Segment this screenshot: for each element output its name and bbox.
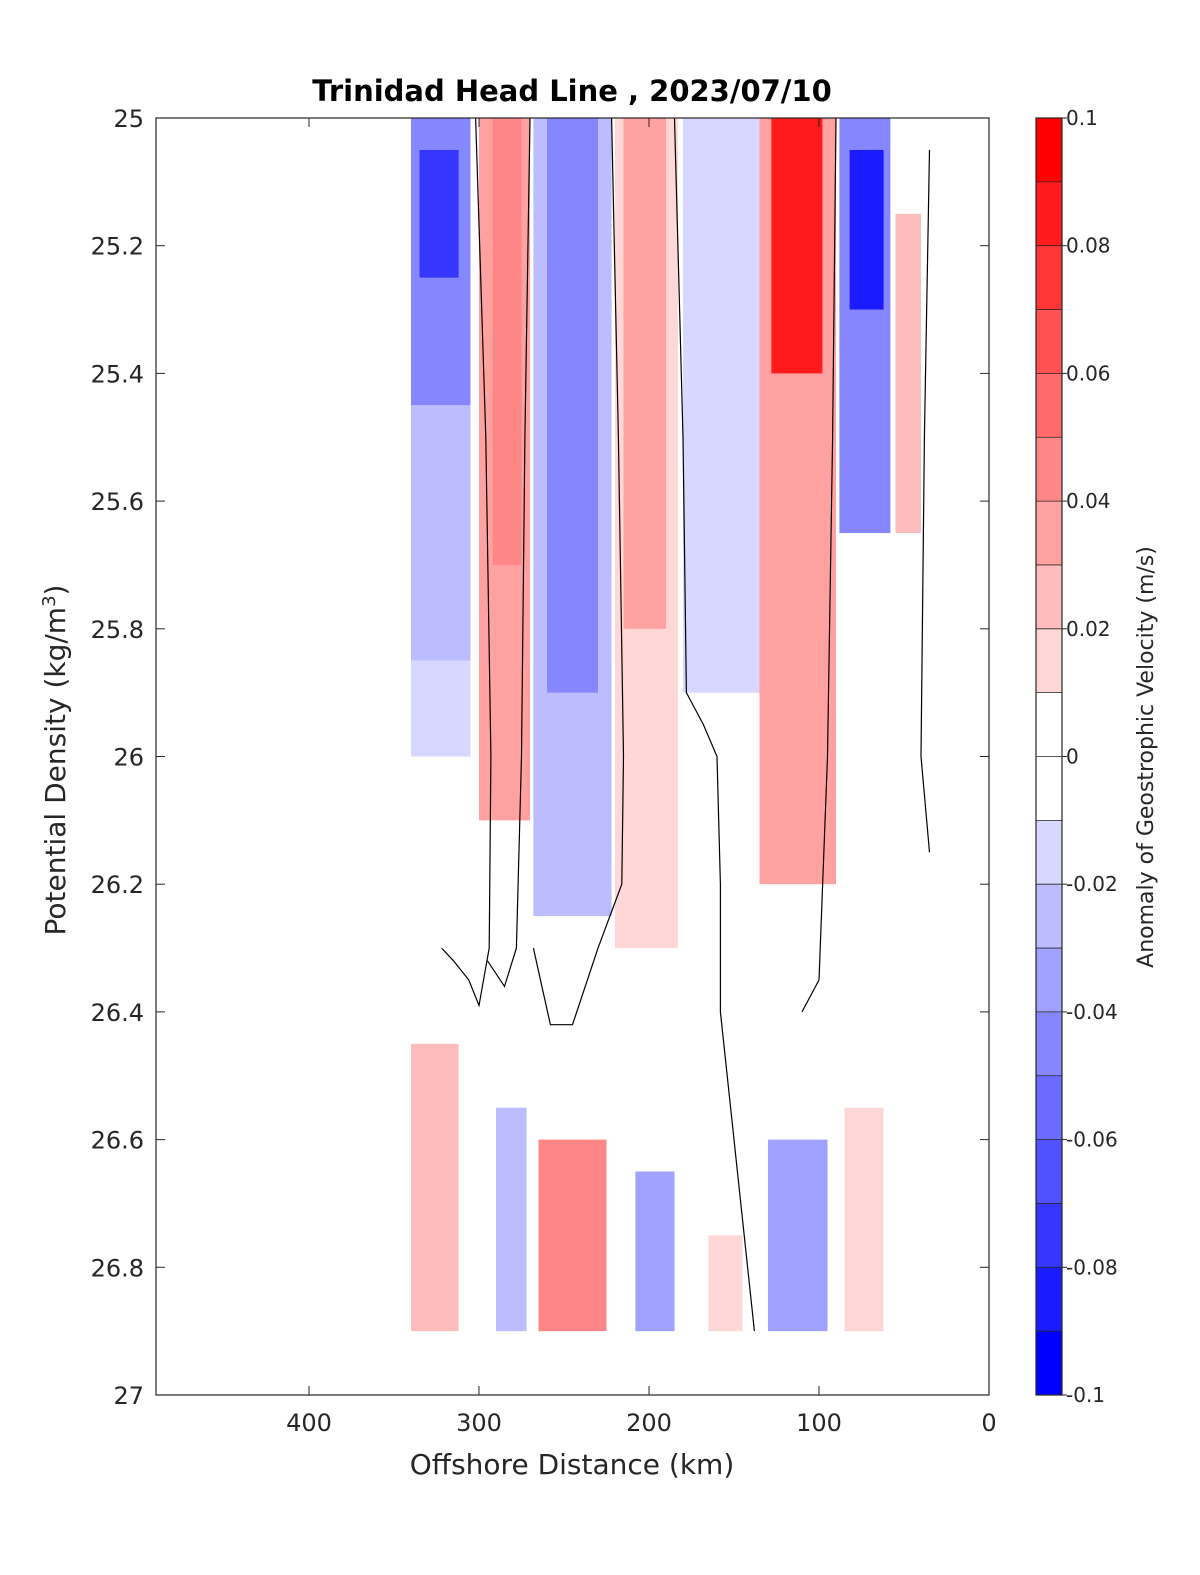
y-axis-label-main: Potential Density (kg/m	[39, 607, 72, 936]
zero-contour-4	[801, 117, 837, 1013]
colorbar-block-8	[1036, 820, 1062, 885]
colorbar-block-10	[1036, 692, 1062, 757]
colorbar-tick-label-2: 0.06	[1066, 361, 1111, 385]
x-axis: 400 300 200 100 0	[286, 118, 997, 1437]
contour-cell-22	[844, 1107, 884, 1332]
colorbar-block-19	[1036, 118, 1062, 182]
y-tick-label-3: 25.6	[91, 488, 144, 516]
y-tick-label-5: 26	[113, 744, 144, 772]
colorbar-tick-label-3: 0.04	[1066, 489, 1111, 513]
contour-cell-2	[411, 660, 471, 757]
y-tick-label-10: 27	[113, 1382, 144, 1410]
colorbar-block-11	[1036, 628, 1062, 693]
colorbar-block-4	[1036, 1075, 1062, 1140]
contour-cell-20	[708, 1235, 743, 1332]
contour-cell-17	[496, 1107, 527, 1332]
contour-cell-3	[419, 149, 459, 278]
colorbar-block-13	[1036, 501, 1062, 565]
zero-contour-1	[487, 117, 531, 988]
contour-cell-1	[411, 405, 471, 661]
colorbar-block-2	[1036, 1203, 1062, 1268]
colorbar-tick-label-5: 0	[1066, 745, 1079, 769]
colorbar-tick-label-7: -0.04	[1066, 1000, 1118, 1024]
colorbar-block-3	[1036, 1139, 1062, 1204]
zero-contour-3	[673, 117, 755, 1332]
plot-area: 400 300 200 100 0 25 25.2 25.4 25.6 25.8 26 26.2 26…	[91, 105, 997, 1437]
contour-cell-19	[635, 1171, 675, 1332]
y-tick-label-1: 25.2	[91, 233, 144, 261]
colorbar-block-5	[1036, 1011, 1062, 1076]
y-tick-label-2: 25.4	[91, 360, 144, 388]
y-tick-label-0: 25	[113, 105, 144, 133]
colorbar-tick-label-0: 0.1	[1066, 106, 1098, 130]
zero-contour-5	[920, 149, 931, 853]
contour-cell-12	[771, 118, 823, 374]
zero-contour-2	[532, 117, 625, 1026]
colorbar-tick-label-6: -0.02	[1066, 872, 1118, 896]
colorbar-label: Anomaly of Geostrophic Velocity (m/s)	[1134, 546, 1159, 968]
y-tick-label-4: 25.8	[91, 616, 144, 644]
colorbar-tick-label-4: 0.02	[1066, 617, 1111, 641]
colorbar-tick-label-1: 0.08	[1066, 234, 1111, 258]
contour-cell-21	[768, 1139, 828, 1332]
zero-contour-lines	[441, 117, 931, 1332]
colorbar-block-6	[1036, 948, 1062, 1012]
colorbar-block-1	[1036, 1267, 1062, 1332]
contour-fill-layer	[411, 118, 921, 1332]
y-tick-label-8: 26.6	[91, 1127, 144, 1155]
y-axis-label-close: )	[39, 585, 72, 596]
contour-cell-9	[623, 118, 666, 629]
y-axis: 25 25.2 25.4 25.6 25.8 26 26.2 26.4 26.6 26.8 27	[91, 105, 989, 1410]
contour-cell-16	[411, 1043, 459, 1332]
colorbar-block-9	[1036, 756, 1062, 821]
x-tick-label-100: 100	[796, 1409, 842, 1437]
y-tick-label-6: 26.2	[91, 871, 144, 899]
colorbar-block-14	[1036, 437, 1062, 502]
x-tick-label-300: 300	[456, 1409, 502, 1437]
x-tick-label-0: 0	[981, 1409, 996, 1437]
colorbar-block-15	[1036, 373, 1062, 438]
contour-cell-5	[492, 118, 522, 565]
x-tick-label-400: 400	[286, 1409, 332, 1437]
zero-contour-0	[441, 117, 492, 1008]
colorbar-block-12	[1036, 564, 1062, 629]
colorbar-block-18	[1036, 181, 1062, 246]
colorbar-tick-label-9: -0.08	[1066, 1255, 1118, 1279]
contour-cell-14	[849, 149, 884, 310]
colorbar-block-17	[1036, 245, 1062, 310]
x-tick-label-200: 200	[626, 1409, 672, 1437]
colorbar-block-0	[1036, 1331, 1062, 1395]
colorbar-tick-label-8: -0.06	[1066, 1128, 1118, 1152]
y-tick-label-7: 26.4	[91, 999, 144, 1027]
contour-cell-7	[547, 118, 598, 693]
colorbar-block-16	[1036, 309, 1062, 374]
y-axis-label-superscript: 3	[39, 595, 60, 606]
colorbar-ticks: 0.1 0.08 0.06 0.04 0.02 0 -0.02 -0.04 -0.06 -0.08…	[1036, 106, 1118, 1407]
x-axis-label: Offshore Distance (km)	[410, 1448, 735, 1481]
contour-cell-18	[538, 1139, 607, 1332]
contour-cell-10	[683, 118, 760, 693]
colorbar-tick-label-10: -0.1	[1066, 1383, 1105, 1407]
colorbar-block-7	[1036, 884, 1062, 949]
contour-cell-15	[895, 213, 921, 534]
colorbar-blocks	[1036, 118, 1062, 1395]
chart-title: Trinidad Head Line , 2023/07/10	[312, 74, 832, 108]
colorbar: 0.1 0.08 0.06 0.04 0.02 0 -0.02 -0.04 -0.06 -0.08…	[1035, 106, 1118, 1407]
y-axis-label: Potential Density (kg/m3)	[39, 585, 72, 936]
y-tick-label-9: 26.8	[91, 1254, 144, 1282]
